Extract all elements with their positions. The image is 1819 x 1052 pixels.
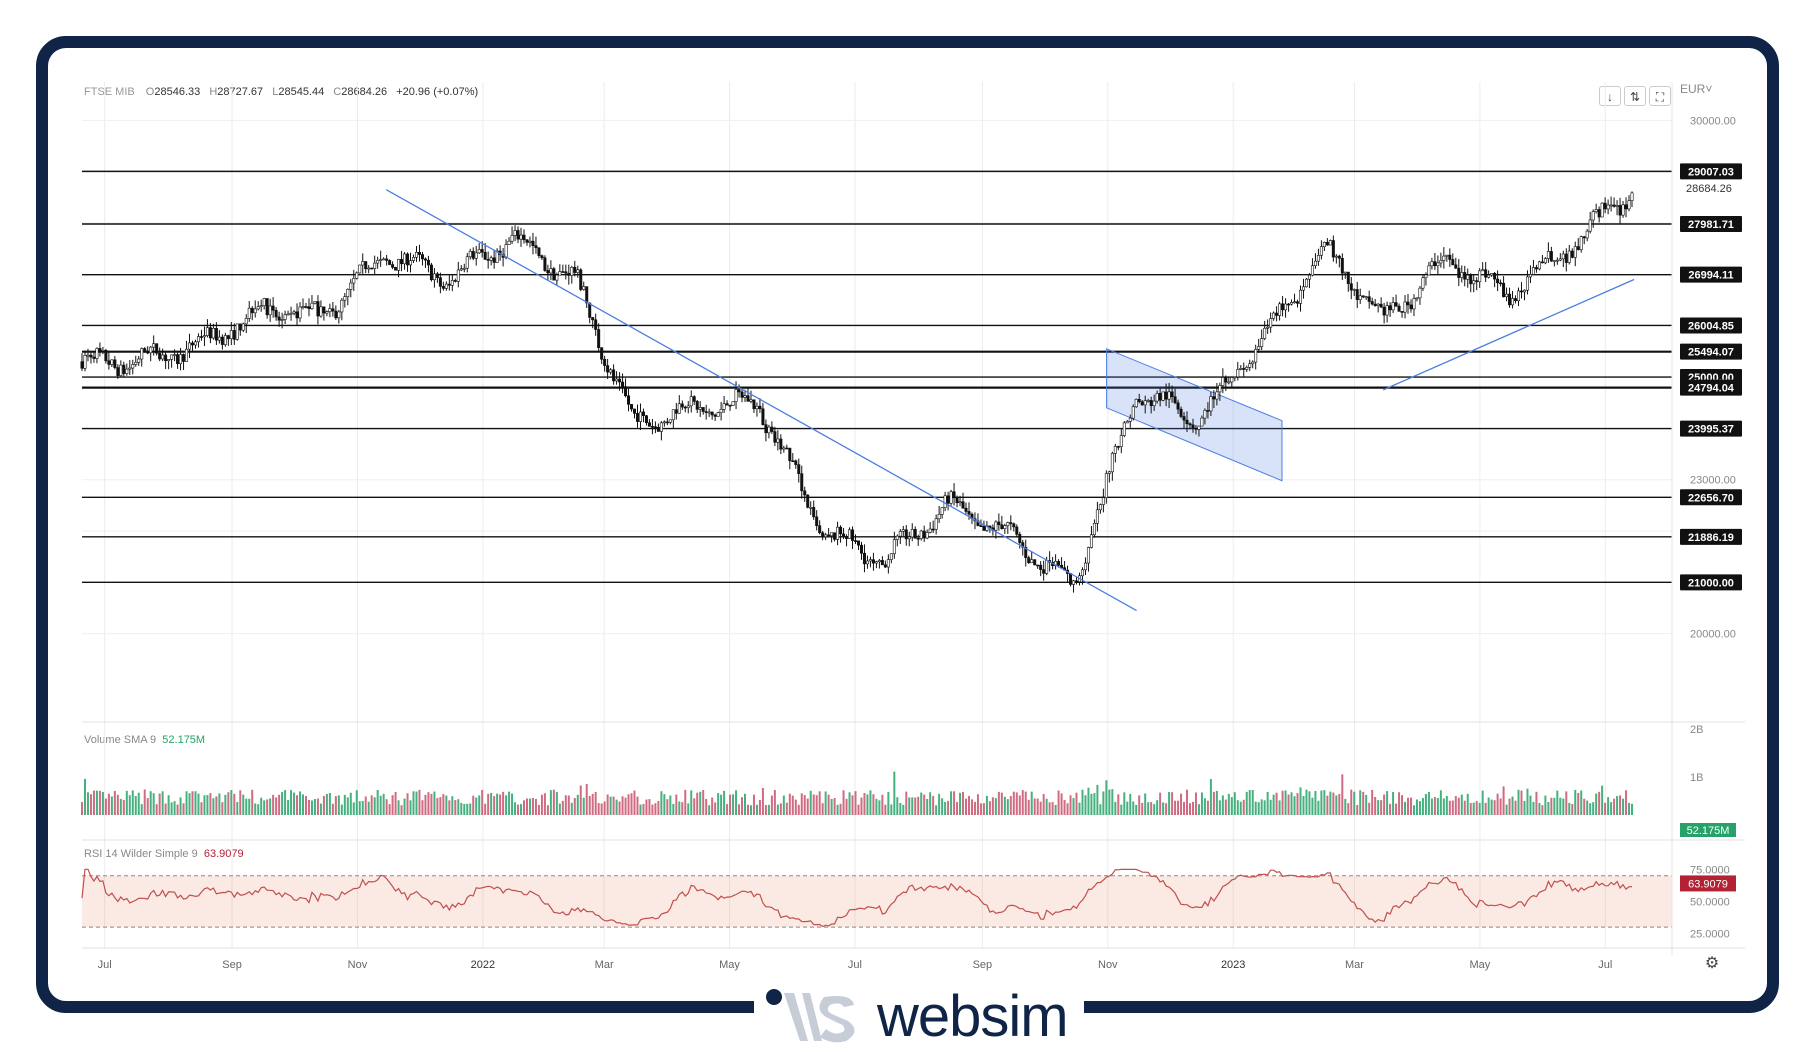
low-value: 28545.44 [278,86,325,98]
open-value: 28546.33 [154,86,201,98]
rsi-value: 63.9079 [203,848,244,860]
chart-frame [36,36,1779,1013]
volume-legend: Volume SMA 9 52.175M [84,734,206,746]
rsi-legend: RSI 14 Wilder Simple 9 63.9079 [84,848,244,860]
currency-selector[interactable]: EUR˅ [1680,82,1713,96]
symbol-name: FTSE MIB [84,86,135,98]
high-value: 28727.67 [217,86,264,98]
close-value: 28684.26 [341,86,388,98]
volume-sma-value: 52.175M [162,734,206,746]
download-icon[interactable]: ↓ [1599,86,1621,106]
fullscreen-icon[interactable]: ⛶ [1649,86,1671,106]
websim-logo: websim [754,984,1084,1049]
ohlc-legend: FTSE MIB O28546.33 H28727.67 L28545.44 C… [84,86,479,98]
brand-name: websim [877,984,1069,1049]
collapse-icon[interactable]: ⇅ [1624,86,1646,106]
change-value: +20.96 (+0.07%) [396,86,479,98]
